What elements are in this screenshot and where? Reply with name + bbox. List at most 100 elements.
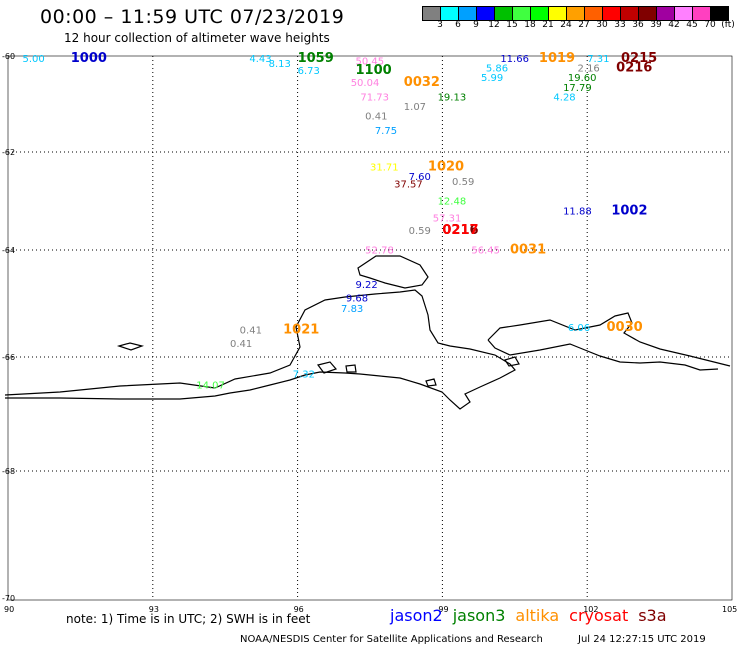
wave-height-label: 19.60 [568, 73, 597, 84]
legend-label: 30 [596, 20, 608, 30]
wave-height-label: 50.45 [356, 56, 385, 67]
credit-line: NOAA/NESDIS Center for Satellite Applica… [240, 634, 543, 645]
wave-height-label: 7.32 [293, 369, 315, 380]
satellite-s3a: s3a [638, 606, 667, 625]
wave-height-label: 5.86 [486, 64, 508, 75]
wave-height-label: 57.31 [433, 214, 462, 225]
wave-height-label: 7.60 [409, 172, 431, 183]
wave-height-label: 56.45 [471, 246, 500, 257]
lon-tick-label: 105 [722, 605, 737, 614]
wave-height-label: 0030 [607, 320, 643, 335]
legend-label: 21 [542, 20, 554, 30]
wave-height-label: 5.99 [481, 73, 503, 84]
wave-height-label: 0216 [616, 61, 652, 76]
map-title: 00:00 – 11:59 UTC 07/23/2019 [40, 6, 345, 28]
lat-tick-label: -66 [2, 353, 15, 362]
wave-height-label: 0.41 [365, 112, 387, 123]
wave-height-label: 1.07 [404, 102, 426, 113]
coastline-islet-d [425, 378, 437, 387]
lat-tick-label: -70 [2, 594, 15, 603]
wave-height-label: 0032 [404, 75, 440, 90]
coastline-east-shelf [487, 312, 731, 371]
wave-height-label: 14.07 [196, 381, 225, 392]
legend-label: 70 [704, 20, 716, 30]
generated-timestamp: Jul 24 12:27:15 UTC 2019 [578, 634, 706, 645]
coastline-islet-b [345, 364, 357, 373]
legend-label: 15 [506, 20, 518, 30]
wave-height-label: 0217 [442, 223, 478, 238]
wave-height-label: 0.59 [409, 226, 431, 237]
legend-label: 27 [578, 20, 590, 30]
wave-height-label: 0216 [442, 223, 478, 238]
wave-height-label: 1002 [611, 203, 647, 218]
wave-height-label: 12.48 [438, 197, 467, 208]
wave-height-label: 9.68 [346, 293, 368, 304]
wave-height-label: 8.13 [269, 59, 291, 70]
coastline-island-north [357, 255, 429, 289]
wave-height-label: 17.79 [563, 83, 592, 94]
wave-height-label: 11.66 [500, 54, 529, 65]
units-note: note: 1) Time is in UTC; 2) SWH is in fe… [66, 612, 311, 626]
wave-height-label: 0031 [510, 243, 546, 258]
legend-label: 24 [560, 20, 572, 30]
satellite-jason3: jason3 [452, 606, 506, 625]
lat-tick-label: -68 [2, 467, 15, 476]
lon-tick-label: 102 [583, 605, 598, 614]
legend-label: 9 [473, 20, 479, 30]
wave-height-color-legend [422, 6, 729, 21]
wave-height-label: 11.88 [563, 206, 592, 217]
satellite-legend: jason2 jason3 altika cryosat s3a [390, 606, 677, 625]
map-frame [7, 55, 733, 601]
satellite-jason2: jason2 [390, 606, 443, 625]
legend-label: (ft) [721, 20, 735, 30]
lon-tick-label: 99 [438, 605, 448, 614]
coastline-islet-c [504, 356, 520, 367]
legend-label: 39 [650, 20, 662, 30]
coastline-main [4, 289, 516, 410]
legend-label: 45 [686, 20, 698, 30]
wave-height-label: 1000 [71, 51, 107, 66]
legend-label: 12 [488, 20, 500, 30]
wave-height-label: 19.13 [438, 92, 467, 103]
legend-label: 3 [437, 20, 443, 30]
lat-tick-label: -64 [2, 246, 15, 255]
map-subtitle: 12 hour collection of altimeter wave hei… [64, 31, 330, 45]
wave-height-label: 6.73 [298, 66, 320, 77]
wave-height-label: 0.41 [240, 326, 262, 337]
wave-height-label: 1021 [283, 323, 319, 338]
wave-height-label: 50.04 [351, 78, 380, 89]
wave-height-label: 7.75 [375, 126, 397, 137]
wave-height-label: 4.28 [553, 92, 575, 103]
legend-label: 36 [632, 20, 644, 30]
wave-height-label: 6.06 [568, 323, 590, 334]
wave-height-label: 2.16 [578, 64, 600, 75]
wave-height-label: 1019 [539, 51, 575, 66]
lon-tick-label: 96 [294, 605, 304, 614]
wave-height-label: 1059 [298, 51, 334, 66]
legend-label: 42 [668, 20, 680, 30]
wave-height-label: 71.73 [360, 92, 389, 103]
wave-height-label: 0215 [621, 51, 657, 66]
satellite-cryosat: cryosat [569, 606, 629, 625]
lat-tick-label: -60 [2, 52, 15, 61]
axis-tick-labels: 90 93 96 99 102 105 -60 -62 -64 -66 -68 -70 [2, 52, 737, 614]
wave-height-label: 5.00 [22, 54, 44, 65]
wave-height-label: 7.31 [587, 54, 609, 65]
lon-tick-label: 93 [149, 605, 159, 614]
wave-height-label: 0.59 [452, 177, 474, 188]
wave-height-label: 31.71 [370, 162, 399, 173]
wave-height-label: 52.78 [365, 246, 394, 257]
satellite-altika: altika [515, 606, 560, 625]
legend-label: 6 [455, 20, 461, 30]
legend-label: 33 [614, 20, 626, 30]
antarctic-coastline [4, 255, 731, 410]
legend-label: 18 [524, 20, 536, 30]
legend-swatch-16 [710, 6, 729, 21]
lon-tick-label: 90 [4, 605, 14, 614]
wave-height-label: 37.57 [394, 179, 423, 190]
wave-height-label: 7.83 [341, 304, 363, 315]
wave-height-label: 4.43 [249, 54, 271, 65]
coastline-islet-west [116, 342, 145, 351]
